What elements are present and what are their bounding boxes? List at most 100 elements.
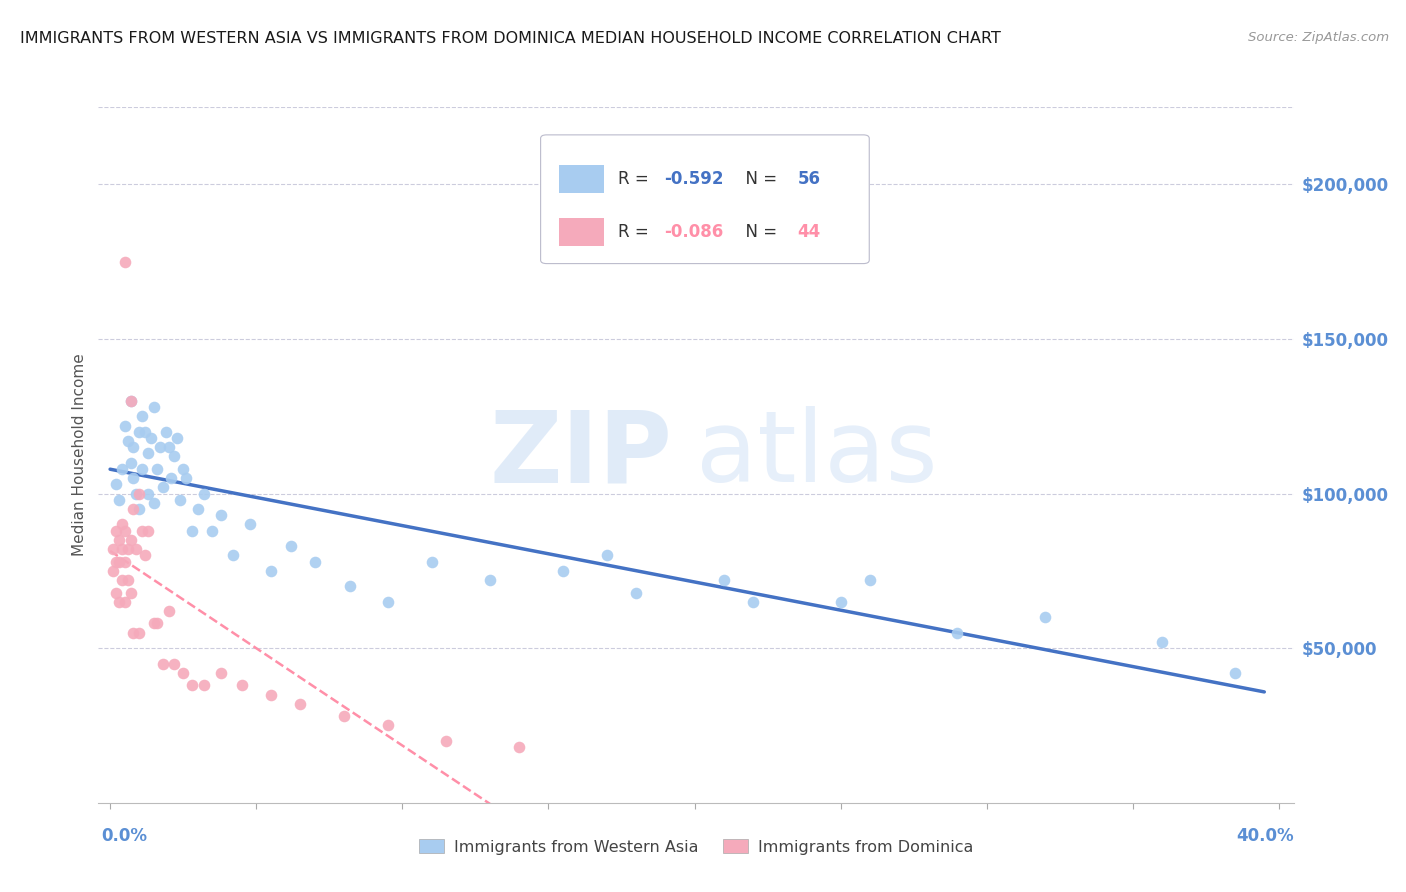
Point — [181, 524, 204, 538]
Text: atlas: atlas — [696, 407, 938, 503]
Point — [122, 471, 145, 485]
Point — [134, 549, 156, 563]
Point — [101, 564, 124, 578]
Point — [174, 471, 197, 485]
Point — [172, 462, 194, 476]
Text: N =: N = — [735, 169, 783, 187]
Text: N =: N = — [735, 223, 783, 241]
Text: Source: ZipAtlas.com: Source: ZipAtlas.com — [1249, 31, 1389, 45]
Point — [596, 549, 619, 563]
Point — [280, 539, 302, 553]
Point — [114, 254, 136, 268]
Point — [117, 573, 139, 587]
Point — [157, 440, 180, 454]
Point — [288, 697, 311, 711]
Point — [201, 524, 224, 538]
Text: R =: R = — [619, 223, 654, 241]
Text: 40.0%: 40.0% — [1236, 827, 1294, 845]
Text: 56: 56 — [797, 169, 821, 187]
Point — [131, 409, 153, 424]
Text: 44: 44 — [797, 223, 821, 241]
Point — [108, 533, 131, 547]
Point — [139, 431, 162, 445]
Point — [122, 625, 145, 640]
Point — [181, 678, 204, 692]
Point — [830, 595, 852, 609]
Point — [420, 555, 443, 569]
Point — [104, 477, 127, 491]
Point — [114, 595, 136, 609]
Point — [117, 542, 139, 557]
Point — [946, 625, 969, 640]
Point — [111, 542, 134, 557]
Point — [125, 542, 148, 557]
Point — [146, 616, 169, 631]
Point — [104, 524, 127, 538]
FancyBboxPatch shape — [558, 219, 605, 246]
Point — [339, 579, 361, 593]
Point — [155, 425, 177, 439]
Point — [508, 740, 530, 755]
Point — [160, 471, 183, 485]
Text: -0.086: -0.086 — [664, 223, 723, 241]
Point — [104, 585, 127, 599]
Point — [209, 665, 232, 680]
Point — [131, 462, 153, 476]
Point — [136, 486, 159, 500]
Point — [117, 434, 139, 448]
Point — [146, 462, 169, 476]
Point — [193, 678, 215, 692]
Text: -0.592: -0.592 — [664, 169, 723, 187]
Point — [157, 604, 180, 618]
Point — [101, 542, 124, 557]
Point — [1033, 610, 1056, 624]
FancyBboxPatch shape — [540, 135, 869, 263]
Point — [111, 517, 134, 532]
Point — [333, 709, 356, 723]
Point — [187, 502, 209, 516]
Point — [114, 524, 136, 538]
Point — [114, 418, 136, 433]
Text: R =: R = — [619, 169, 654, 187]
Point — [231, 678, 253, 692]
Point — [172, 665, 194, 680]
Point — [142, 400, 165, 414]
Y-axis label: Median Household Income: Median Household Income — [72, 353, 87, 557]
Point — [260, 688, 283, 702]
Point — [128, 625, 150, 640]
Point — [142, 616, 165, 631]
Point — [166, 431, 188, 445]
Point — [128, 486, 150, 500]
Point — [163, 450, 186, 464]
Point — [169, 492, 191, 507]
Point — [222, 549, 245, 563]
Text: IMMIGRANTS FROM WESTERN ASIA VS IMMIGRANTS FROM DOMINICA MEDIAN HOUSEHOLD INCOME: IMMIGRANTS FROM WESTERN ASIA VS IMMIGRAN… — [20, 31, 1001, 46]
Point — [193, 486, 215, 500]
Point — [304, 555, 326, 569]
Text: ZIP: ZIP — [489, 407, 672, 503]
Point — [125, 486, 148, 500]
Text: 0.0%: 0.0% — [101, 827, 148, 845]
FancyBboxPatch shape — [558, 165, 605, 193]
Point — [1150, 635, 1173, 649]
Point — [108, 492, 131, 507]
Legend: Immigrants from Western Asia, Immigrants from Dominica: Immigrants from Western Asia, Immigrants… — [412, 832, 980, 861]
Point — [111, 573, 134, 587]
Point — [108, 555, 131, 569]
Point — [128, 502, 150, 516]
Point — [152, 657, 174, 671]
Point — [120, 585, 142, 599]
Point — [859, 573, 882, 587]
Point — [104, 555, 127, 569]
Point — [122, 440, 145, 454]
Point — [120, 393, 142, 408]
Point — [122, 502, 145, 516]
Point — [142, 496, 165, 510]
Point — [128, 425, 150, 439]
Point — [120, 533, 142, 547]
Point — [377, 718, 399, 732]
Point — [134, 425, 156, 439]
Point — [239, 517, 262, 532]
Point — [108, 595, 131, 609]
Point — [713, 573, 735, 587]
